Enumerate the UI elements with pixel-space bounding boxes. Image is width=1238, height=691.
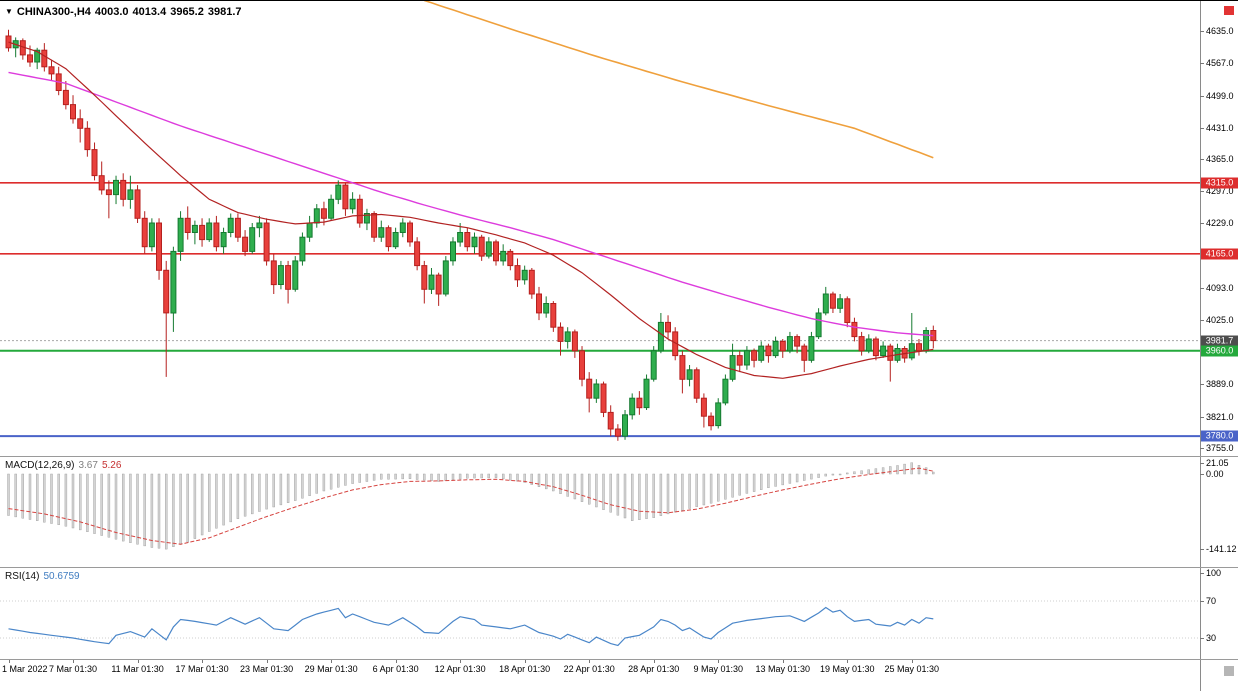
time-axis-tick xyxy=(911,660,913,663)
price-axis-label: 4567.0 xyxy=(1206,58,1234,69)
price-axis-separator xyxy=(1200,0,1201,691)
time-axis-label: 17 Mar 01:30 xyxy=(175,664,229,674)
chart-header: ▼ CHINA300-,H4 4003.0 4013.4 3965.2 3981.7 xyxy=(5,6,246,18)
time-axis-tick xyxy=(331,660,333,663)
time-axis-label: 19 May 01:30 xyxy=(819,664,875,674)
price-axis-label: 4297.0 xyxy=(1206,186,1234,197)
price-badge-bid: 3981.7 xyxy=(1201,335,1238,347)
price-axis-label: 3821.0 xyxy=(1206,411,1234,422)
price-axis-label-tick xyxy=(1200,63,1204,65)
macd-axis-label-tick xyxy=(1200,462,1204,464)
price-axis-label-tick xyxy=(1200,95,1204,97)
time-axis-label: 12 Apr 01:30 xyxy=(434,664,486,674)
rsi-indicator-label: RSI(14) 50.6759 xyxy=(5,571,84,582)
rsi-pane[interactable] xyxy=(0,600,1200,647)
price-axis-label: 3889.0 xyxy=(1206,379,1234,390)
rsi-axis-label: 30 xyxy=(1206,633,1217,644)
rsi-pane-separator[interactable] xyxy=(0,567,1238,568)
time-axis-label: 28 Apr 01:30 xyxy=(628,664,680,674)
price-axis-label-tick xyxy=(1200,287,1204,289)
price-axis-label-tick xyxy=(1200,191,1204,193)
time-axis-label: 6 Apr 01:30 xyxy=(372,664,419,674)
macd-axis-label-tick xyxy=(1200,473,1204,475)
time-axis-label: 11 Mar 01:30 xyxy=(111,664,164,674)
macd-axis-label: 21.05 xyxy=(1206,457,1229,468)
price-axis-label: 3755.0 xyxy=(1206,442,1234,453)
price-axis-label-tick xyxy=(1200,416,1204,418)
time-axis-label: 23 Mar 01:30 xyxy=(240,664,294,674)
time-axis-label: 13 May 01:30 xyxy=(755,664,811,674)
price-badge-support-low: 3780.0 xyxy=(1201,430,1238,442)
time-axis-tick xyxy=(653,660,655,663)
time-axis-tick xyxy=(524,660,526,663)
quote-open: 4003.0 xyxy=(94,6,129,18)
price-axis-label: 4499.0 xyxy=(1206,90,1234,101)
time-axis-tick xyxy=(460,660,462,663)
price-axis-label: 4365.0 xyxy=(1206,154,1234,165)
time-axis-label: 22 Apr 01:30 xyxy=(563,664,615,674)
time-axis-tick xyxy=(395,660,397,663)
time-axis-label: 29 Mar 01:30 xyxy=(304,664,358,674)
price-axis-label-tick xyxy=(1200,447,1204,449)
price-axis-label-tick xyxy=(1200,320,1204,322)
price-axis-label-tick xyxy=(1200,159,1204,161)
corner-marker-icon xyxy=(1224,666,1234,676)
rsi-name: RSI(14) xyxy=(5,571,40,582)
price-axis-label: 4093.0 xyxy=(1206,282,1234,293)
time-axis-tick xyxy=(847,660,849,663)
rsi-axis-label-tick xyxy=(1200,638,1204,640)
time-axis-tick xyxy=(137,660,139,663)
time-axis-tick xyxy=(589,660,591,663)
rsi-axis-label-tick xyxy=(1200,573,1204,575)
time-axis-label: 25 May 01:30 xyxy=(884,664,940,674)
price-axis-label: 4229.0 xyxy=(1206,218,1234,229)
price-axis-label-tick xyxy=(1200,223,1204,225)
chart-marker-icon: ▼ xyxy=(5,7,13,16)
price-axis-label: 4025.0 xyxy=(1206,315,1234,326)
quote-low: 3965.2 xyxy=(170,6,204,18)
symbol-period-label: CHINA300-,H4 xyxy=(16,6,91,18)
macd-pane[interactable] xyxy=(7,462,935,550)
macd-pane-separator[interactable] xyxy=(0,456,1238,457)
quote-high: 4013.4 xyxy=(132,6,167,18)
price-pane[interactable] xyxy=(0,0,1200,441)
macd-axis-label-tick xyxy=(1200,549,1204,551)
time-axis-tick xyxy=(782,660,784,663)
macd-indicator-label: MACD(12,26,9) 3.67 5.26 xyxy=(5,460,125,471)
time-axis-label: 1 Mar 2022 xyxy=(2,664,48,674)
chart-top-border xyxy=(0,0,1238,1)
macd-axis-label: -141.12 xyxy=(1206,544,1237,555)
time-axis-tick xyxy=(73,660,74,663)
time-axis-label: 9 May 01:30 xyxy=(693,664,743,674)
rsi-axis-label-tick xyxy=(1200,601,1204,603)
autoscroll-marker-icon xyxy=(1224,6,1234,15)
price-axis-label: 4431.0 xyxy=(1206,122,1234,133)
price-badge-resistance-1: 4315.0 xyxy=(1201,177,1238,189)
price-badge-resistance-2: 4165.0 xyxy=(1201,248,1238,260)
time-axis-label: 18 Apr 01:30 xyxy=(499,664,551,674)
quote-close: 3981.7 xyxy=(207,6,242,18)
macd-axis-label: 0.00 xyxy=(1206,468,1224,479)
rsi-axis-label: 70 xyxy=(1206,596,1217,607)
rsi-axis-label: 100 xyxy=(1206,568,1222,579)
macd-name: MACD(12,26,9) xyxy=(5,460,75,471)
time-axis-label: 7 Mar 01:30 xyxy=(49,664,98,674)
price-badge-support: 3960.0 xyxy=(1201,345,1238,357)
time-axis-tick xyxy=(8,660,10,663)
price-axis-label-tick xyxy=(1200,127,1204,129)
price-axis-label: 4635.0 xyxy=(1206,26,1234,37)
price-axis-label-tick xyxy=(1200,31,1204,33)
macd-value-signal: 5.26 xyxy=(101,460,122,471)
price-axis-label-tick xyxy=(1200,384,1204,386)
time-axis-tick xyxy=(202,660,204,663)
time-axis-tick xyxy=(266,660,268,663)
macd-value-main: 3.67 xyxy=(78,460,98,471)
time-axis-separator xyxy=(0,659,1238,660)
rsi-value: 50.6759 xyxy=(43,571,80,582)
time-axis-tick xyxy=(718,660,720,663)
